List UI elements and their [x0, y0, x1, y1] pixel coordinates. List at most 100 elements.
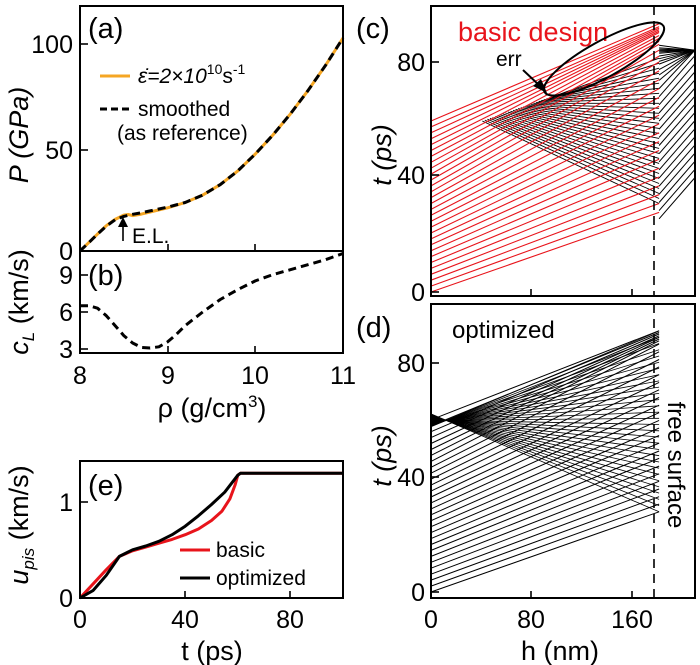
panel-b-xtick-label-10: 10: [241, 362, 269, 390]
panel-d-crossing-characteristic: [430, 336, 660, 427]
panel-d-characteristic: [430, 330, 660, 421]
panel-b-ytick-label-3: 3: [59, 336, 73, 364]
panel-b-xlabel-end: ): [257, 393, 266, 423]
panel-c-transmitted: [658, 95, 696, 138]
panel-d-characteristic: [430, 335, 660, 439]
panel-c-black-characteristic: [518, 108, 660, 134]
panel-d-characteristic: [430, 435, 660, 534]
panel-c-transmitted: [658, 144, 696, 187]
panel-c-black-characteristic: [500, 114, 660, 169]
panel-d-crossing-characteristic: [430, 399, 660, 423]
panel-c-err-label: err: [496, 48, 522, 71]
panel-d-characteristic: [430, 343, 660, 462]
panel-e-ylabel-main: u: [4, 570, 34, 585]
panel-b-ylabel: cL (km/s): [4, 249, 38, 354]
panel-c-red-characteristic: [430, 194, 660, 281]
panel-c-black-characteristic: [482, 120, 660, 204]
panel-d-characteristic: [430, 366, 660, 480]
panel-c-transmitted: [658, 79, 696, 122]
panel-d-characteristic: [430, 488, 660, 575]
panel-a-series-smoothed: [78, 37, 345, 253]
panel-e-xlabel: t (ps): [181, 636, 243, 665]
panel-d-label: (d): [356, 312, 391, 344]
panel-e-xtick-label-80: 80: [276, 606, 304, 634]
panel-c-red-characteristic: [430, 27, 660, 134]
panel-c-transmitted: [658, 55, 696, 98]
panel-e-legend-optimized: optimized: [216, 567, 306, 590]
panel-a-label: (a): [88, 13, 123, 45]
panel-d-characteristic: [430, 419, 660, 522]
panel-a-ytick-label-0: 0: [59, 238, 73, 266]
panel-c-red-characteristic: [430, 37, 660, 163]
panel-e-plot-area: [78, 471, 343, 600]
panel-b-xlabel-main: ρ (g/cm: [158, 393, 248, 423]
panel-e-series-optimized: [79, 471, 343, 600]
panel-d-characteristic: [430, 351, 660, 468]
panel-c-red-characteristic: [430, 114, 660, 228]
panel-c-red-characteristic: [430, 55, 660, 187]
panel-c-black-characteristic: [507, 111, 660, 154]
panel-a-ylabel: P (GPa): [4, 87, 34, 184]
panel-c-red-characteristic: [430, 88, 660, 210]
panel-d-characteristic: [430, 389, 660, 498]
panel-d-crossing-characteristic: [430, 380, 660, 424]
panel-c-transmitted: [658, 120, 696, 163]
panel-a-yticks: 0 50 100: [31, 31, 88, 266]
panel-d-optimized-label: optimized: [452, 317, 555, 344]
panel-d-crossing-characteristic: [430, 417, 660, 463]
panel-c-plot-area: [430, 23, 696, 293]
panel-d-crossing-characteristic: [430, 393, 660, 423]
panel-c-transmitted: [659, 44, 696, 51]
panel-a-ytick-label-50: 50: [45, 137, 73, 165]
panel-a-el-label: E.L.: [132, 225, 169, 248]
panel-c-transmitted: [658, 136, 696, 179]
panel-e-label: (e): [88, 470, 123, 502]
panel-a-el-arrow-head: [118, 217, 128, 227]
panel-c-transmitted: [658, 168, 696, 211]
panel-d-xtick-label-80: 80: [517, 606, 545, 634]
panel-b-xlabel: ρ (g/cm3): [158, 392, 267, 423]
panel-c-basic-design-label: basic design: [458, 17, 608, 47]
panel-d-characteristic: [430, 397, 660, 504]
panel-a-legend-smoothed: smoothed: [138, 98, 230, 121]
panel-c-red-characteristic: [430, 211, 660, 293]
panel-c-red-characteristic: [430, 23, 660, 122]
panel-c-transmitted: [658, 49, 696, 81]
panel-b: 3 6 9 8 9 10 11 (b) cL (km/s) ρ (g/cm3): [4, 249, 356, 423]
panel-c-red-characteristic: [430, 123, 660, 234]
panel-d-frame: [430, 303, 696, 599]
panel-c-red-characteristic: [430, 70, 660, 199]
panel-c-red-characteristic: [430, 61, 660, 193]
panel-b-ytick-label-6: 6: [59, 299, 73, 327]
panel-c-red-characteristic: [430, 202, 660, 287]
panel-c-transmitted: [658, 49, 696, 89]
panel-d-crossing-characteristic: [430, 415, 660, 482]
panel-c-transmitted: [658, 87, 696, 130]
panel-c-ytick-label-0: 0: [411, 279, 425, 307]
panel-d-xtick-label-160: 160: [611, 606, 653, 634]
panel-b-ylabel-unit: (km/s): [4, 249, 34, 331]
panel-d-characteristic: [430, 457, 660, 551]
panel-b-ylabel-main: c: [4, 341, 34, 355]
panel-d-crossing-characteristic: [430, 386, 660, 424]
panel-c-transmitted: [658, 49, 696, 76]
panel-d-characteristic: [430, 480, 660, 569]
panel-d: 0 40 80 0 80 160 (d) t (ps) h (nm) optim…: [356, 303, 696, 665]
panel-c-ylabel: t (ps): [367, 124, 397, 186]
panel-c-red-characteristic: [430, 30, 660, 146]
panel-b-xtick-label-9: 9: [161, 362, 175, 390]
panel-c-black-characteristic: [538, 92, 660, 102]
panel-d-characteristic: [430, 496, 660, 581]
panel-c-red-characteristic: [430, 40, 660, 169]
panel-a-legend-rate-unit: s: [222, 65, 233, 88]
panel-c-black-characteristic: [543, 82, 660, 101]
panel-c-transmitted: [658, 49, 696, 71]
panel-c-black-characteristic: [492, 117, 660, 184]
panel-c-black-characteristic: [515, 109, 660, 139]
panel-e-legend-basic: basic: [216, 539, 265, 562]
panel-b-xtick-label-11: 11: [330, 362, 356, 390]
panel-d-xtick-label-0: 0: [424, 606, 438, 634]
panel-c-red-characteristic: [430, 35, 660, 157]
panel-b-xtick-label-8: 8: [73, 362, 87, 390]
